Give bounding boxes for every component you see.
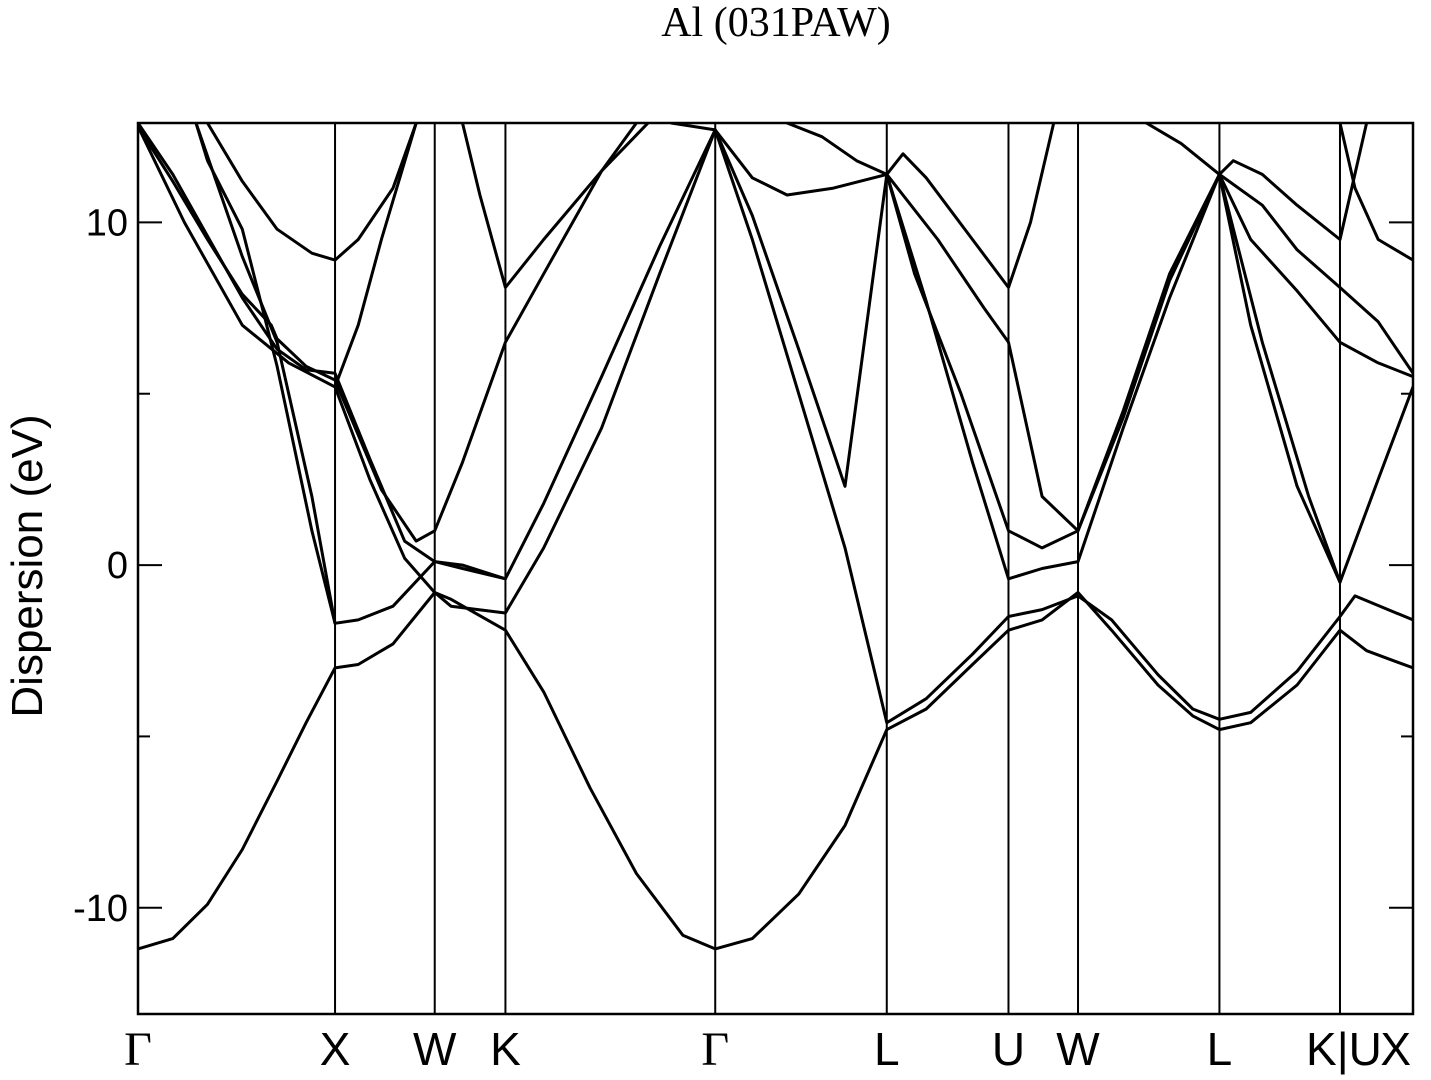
y-tick-label-10: 10 xyxy=(86,202,128,244)
y-tick-label--10: -10 xyxy=(73,888,128,930)
band-lines xyxy=(138,123,1413,951)
band-line-3 xyxy=(138,123,1413,584)
x-tick-label-5: Γ xyxy=(701,1023,729,1076)
band-line-15 xyxy=(1217,172,1342,584)
x-ticks: Γ X W K Γ L U W L K|UX xyxy=(124,1023,1411,1076)
band-line-17 xyxy=(1338,123,1413,262)
band-line-4 xyxy=(138,123,638,543)
band-line-5 xyxy=(194,123,507,625)
x-tick-label-2: X xyxy=(320,1023,351,1075)
band-line-13 xyxy=(1144,123,1413,379)
x-tick-label-3: W xyxy=(413,1023,457,1075)
x-tick-label-11: X xyxy=(1380,1023,1411,1075)
kpoint-lines xyxy=(334,123,1341,1014)
band-line-10 xyxy=(669,123,1056,289)
band-line-9 xyxy=(461,123,650,289)
x-tick-label-8: W xyxy=(1056,1023,1100,1075)
x-tick-label-9: L xyxy=(1207,1023,1233,1075)
chart-title: Al (031PAW) xyxy=(661,0,891,46)
band-line-16 xyxy=(1217,123,1369,241)
y-ticks: -10 0 10 xyxy=(73,202,1413,930)
band-line-14 xyxy=(1217,172,1413,375)
x-tick-label-10: K|U xyxy=(1306,1023,1382,1075)
x-tick-label-1: Γ xyxy=(124,1023,152,1076)
x-tick-label-6: L xyxy=(874,1023,900,1075)
band-line-1 xyxy=(138,591,1413,951)
band-line-12 xyxy=(885,172,1221,533)
x-tick-label-4: K xyxy=(490,1023,521,1075)
band-line-2 xyxy=(138,124,1413,725)
y-tick-label-0: 0 xyxy=(107,545,128,587)
x-tick-label-7: U xyxy=(992,1023,1025,1075)
band-line-11 xyxy=(785,123,1221,550)
band-line-6 xyxy=(194,123,337,625)
y-axis-label: Dispersion (eV) xyxy=(3,414,52,717)
band-line-8 xyxy=(333,123,418,389)
plot-frame xyxy=(136,121,1415,1016)
band-line-7 xyxy=(206,123,418,262)
